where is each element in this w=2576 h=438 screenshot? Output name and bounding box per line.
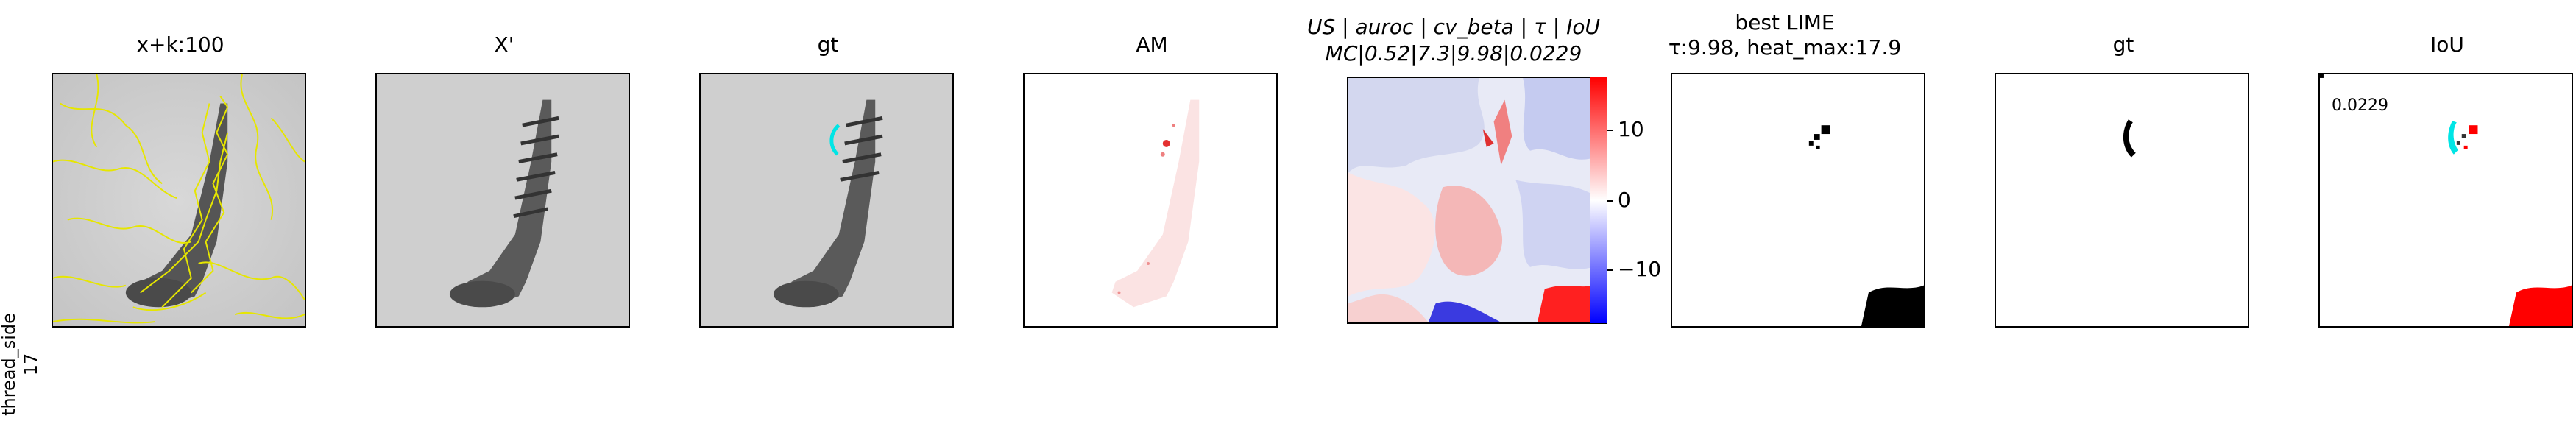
- us-heatmap: [1348, 78, 1593, 322]
- panel-6-title-line2: τ:9.98, heat_max:17.9: [1668, 35, 1902, 60]
- ground-truth-image-panel: [699, 73, 954, 328]
- panel-1-title: x+k:100: [136, 32, 224, 57]
- anomaly-map-panel: [1023, 73, 1278, 328]
- colorbar-tick: [1607, 200, 1613, 202]
- iou-panel: 0.0229: [2318, 73, 2573, 328]
- superpixel-image-panel: [52, 73, 306, 328]
- perturbed-image-panel: [375, 73, 630, 328]
- colorbar-label-0: 0: [1618, 188, 1631, 212]
- row-label-class: thread_side: [0, 313, 19, 416]
- colorbar-tick: [1607, 269, 1613, 271]
- iou-overlay: [2320, 74, 2572, 326]
- colorbar-label-minus-10: −10: [1618, 257, 1662, 281]
- best-lime-panel: [1671, 73, 1925, 328]
- best-lime-mask: [1672, 74, 1924, 326]
- colorbar-tick: [1607, 130, 1613, 131]
- superpixel-image: [53, 74, 305, 326]
- perturbed-image: [377, 74, 629, 326]
- row-label-index: 17: [21, 353, 41, 376]
- panel-8-title: IoU: [2430, 32, 2464, 57]
- colorbar: [1590, 77, 1607, 324]
- row-label: thread_side 17: [0, 184, 44, 416]
- anomaly-map: [1025, 74, 1276, 326]
- panel-3-title: gt: [817, 32, 839, 57]
- gt-mask: [1996, 74, 2248, 326]
- panel-5-title-line1: US | auroc | cv_beta | τ | IoU: [1307, 15, 1600, 39]
- gt-contour: [829, 124, 841, 156]
- gt-mask-panel: [1995, 73, 2249, 328]
- colorbar-label-10: 10: [1618, 117, 1644, 141]
- us-heatmap-panel: [1347, 77, 1594, 324]
- panel-4-title: AM: [1136, 32, 1168, 57]
- ground-truth-image: [701, 74, 952, 326]
- panel-5-title-line2: MC|0.52|7.3|9.98|0.0229: [1325, 41, 1582, 66]
- screw-shape: [125, 103, 228, 308]
- panel-7-title: gt: [2112, 32, 2134, 57]
- panel-6-title-line1: best LIME: [1735, 10, 1835, 35]
- panel-2-title: X': [494, 32, 514, 57]
- iou-value: 0.0229: [2332, 96, 2388, 115]
